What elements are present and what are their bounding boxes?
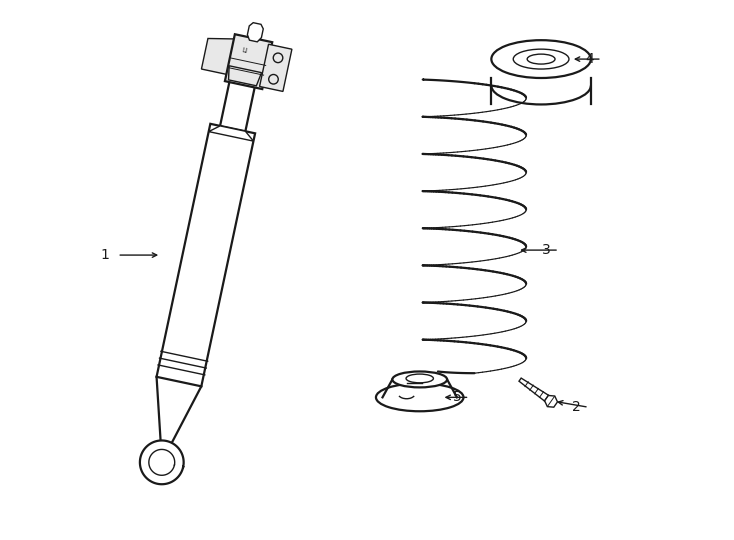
Ellipse shape [393,372,447,387]
Polygon shape [208,126,253,141]
Ellipse shape [406,374,433,383]
Polygon shape [156,124,255,386]
Polygon shape [247,23,264,42]
Polygon shape [545,395,558,407]
Polygon shape [225,34,272,89]
Text: 2: 2 [572,400,581,414]
Polygon shape [201,38,237,75]
Ellipse shape [513,49,569,69]
Text: 4: 4 [585,52,594,66]
Text: 3: 3 [542,243,551,257]
Ellipse shape [491,40,591,78]
Polygon shape [519,378,553,404]
Text: 5: 5 [453,390,462,404]
Ellipse shape [527,54,555,64]
Polygon shape [260,44,292,91]
Text: 1: 1 [101,248,109,262]
Polygon shape [220,80,255,131]
Ellipse shape [376,383,463,411]
Text: LI: LI [241,47,247,54]
Polygon shape [228,66,261,86]
